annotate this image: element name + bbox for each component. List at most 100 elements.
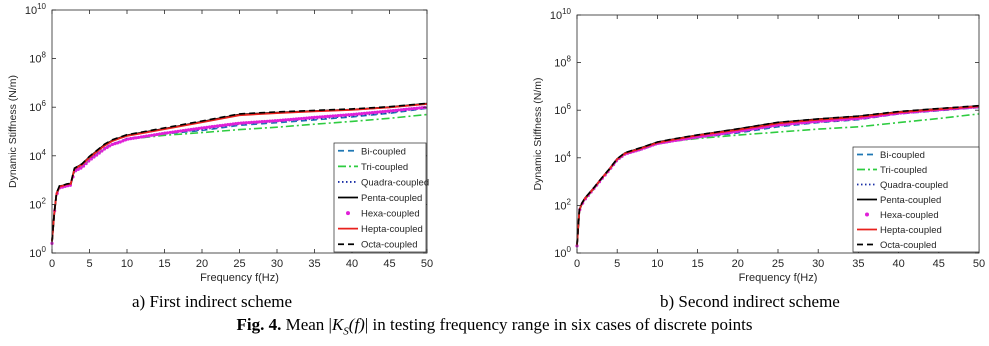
data-point [144, 134, 149, 138]
legend-label: Hepta-coupled [361, 224, 423, 235]
x-tick-label: 10 [121, 258, 133, 270]
legend-marker [346, 211, 350, 216]
y-tick-label: 108 [554, 55, 571, 70]
y-tick-label: 100 [554, 245, 571, 260]
data-point [92, 155, 96, 159]
data-point [249, 120, 254, 124]
data-point [323, 115, 327, 119]
data-point [95, 153, 99, 157]
data-point [234, 122, 238, 126]
x-tick-label: 10 [651, 258, 663, 270]
y-axis-label: Dynamic Stiffness (N/m) [7, 75, 19, 188]
legend-entry: Tri-coupled [338, 162, 408, 173]
series-group [575, 104, 980, 248]
x-tick-label: 15 [158, 258, 170, 270]
data-point [320, 115, 324, 119]
x-axis-label: Frequency f(Hz) [739, 272, 818, 284]
data-point [221, 123, 225, 127]
data-point [131, 136, 135, 140]
data-point [297, 117, 301, 121]
x-tick-label: 5 [86, 258, 92, 270]
data-point [281, 118, 285, 122]
data-point [176, 129, 180, 133]
x-tick-label: 50 [421, 258, 433, 270]
figure-label: Fig. 4. [236, 315, 282, 334]
data-point [210, 125, 214, 129]
data-point [97, 151, 101, 155]
series-hexa-coupled [50, 105, 427, 245]
series-hepta-coupled [51, 103, 428, 242]
legend-label: Penta-coupled [361, 193, 422, 204]
data-point [129, 137, 133, 141]
caption-k-subscript: S [343, 325, 349, 338]
data-point [126, 137, 130, 141]
legend-label: Bi-coupled [361, 146, 406, 157]
x-tick-label: 15 [691, 258, 703, 270]
data-point [242, 121, 246, 125]
data-point [79, 166, 83, 170]
x-tick-label: 50 [973, 258, 985, 270]
data-point [381, 110, 385, 114]
legend-entry: Octa-coupled [857, 240, 937, 251]
legend-entry: Quadra-coupled [338, 177, 429, 188]
legend-label: Bi-coupled [880, 150, 925, 161]
caption-k-symbol: K [331, 315, 344, 334]
data-point [349, 112, 353, 117]
legend-label: Hexa-coupled [361, 209, 420, 220]
legend-label: Hexa-coupled [880, 210, 939, 221]
data-point [289, 117, 293, 122]
data-point [173, 130, 177, 134]
data-point [165, 131, 170, 135]
data-point [396, 108, 401, 112]
data-point [273, 119, 277, 123]
subtitle-a: a) First indirect scheme [132, 292, 293, 311]
data-point [383, 109, 387, 113]
data-point [294, 117, 298, 121]
legend-entry: Bi-coupled [857, 150, 925, 161]
data-point [276, 118, 280, 123]
data-point [291, 117, 296, 121]
data-point [312, 115, 317, 120]
legend-entry: Penta-coupled [338, 193, 422, 204]
data-point [76, 167, 80, 172]
x-tick-label: 5 [614, 258, 620, 270]
data-point [231, 122, 235, 126]
data-point [389, 109, 393, 113]
data-point [158, 132, 162, 136]
data-point [331, 114, 335, 118]
data-point [347, 113, 351, 117]
data-point [213, 124, 217, 128]
y-tick-label: 104 [29, 148, 46, 163]
data-point [365, 111, 369, 115]
data-point [378, 110, 382, 114]
legend: Bi-coupled Tri-coupled Quadra-coupled Penta… [852, 146, 980, 253]
data-point [341, 113, 345, 117]
legend-marker [865, 212, 869, 217]
legend-entry: Hexa-coupled [865, 210, 939, 221]
legend-entry: Hepta-coupled [338, 224, 423, 235]
x-tick-label: 20 [732, 258, 744, 270]
data-point [89, 157, 93, 161]
data-point [184, 128, 188, 132]
chart-panel-b: 0 5 10 15 20 25 30 35 40 45 50 100 102 104 106 108 1010 F… [532, 7, 985, 284]
x-tick-label: 25 [233, 258, 245, 270]
data-point [260, 120, 264, 124]
x-axis-label: Frequency f(Hz) [200, 272, 279, 284]
data-point [186, 128, 191, 132]
data-point [100, 149, 104, 153]
data-point [218, 124, 222, 128]
data-point [336, 113, 340, 118]
legend-label: Hepta-coupled [880, 225, 942, 236]
subtitle-b: b) Second indirect scheme [660, 292, 840, 311]
data-point [268, 119, 272, 123]
data-point [236, 121, 240, 125]
data-point [410, 107, 414, 111]
legend-label: Tri-coupled [361, 162, 408, 173]
y-tick-label: 102 [554, 197, 571, 212]
data-point [108, 144, 112, 148]
data-point [265, 119, 269, 123]
x-tick-label: 0 [574, 258, 580, 270]
data-point [339, 113, 343, 117]
data-point [215, 124, 219, 128]
